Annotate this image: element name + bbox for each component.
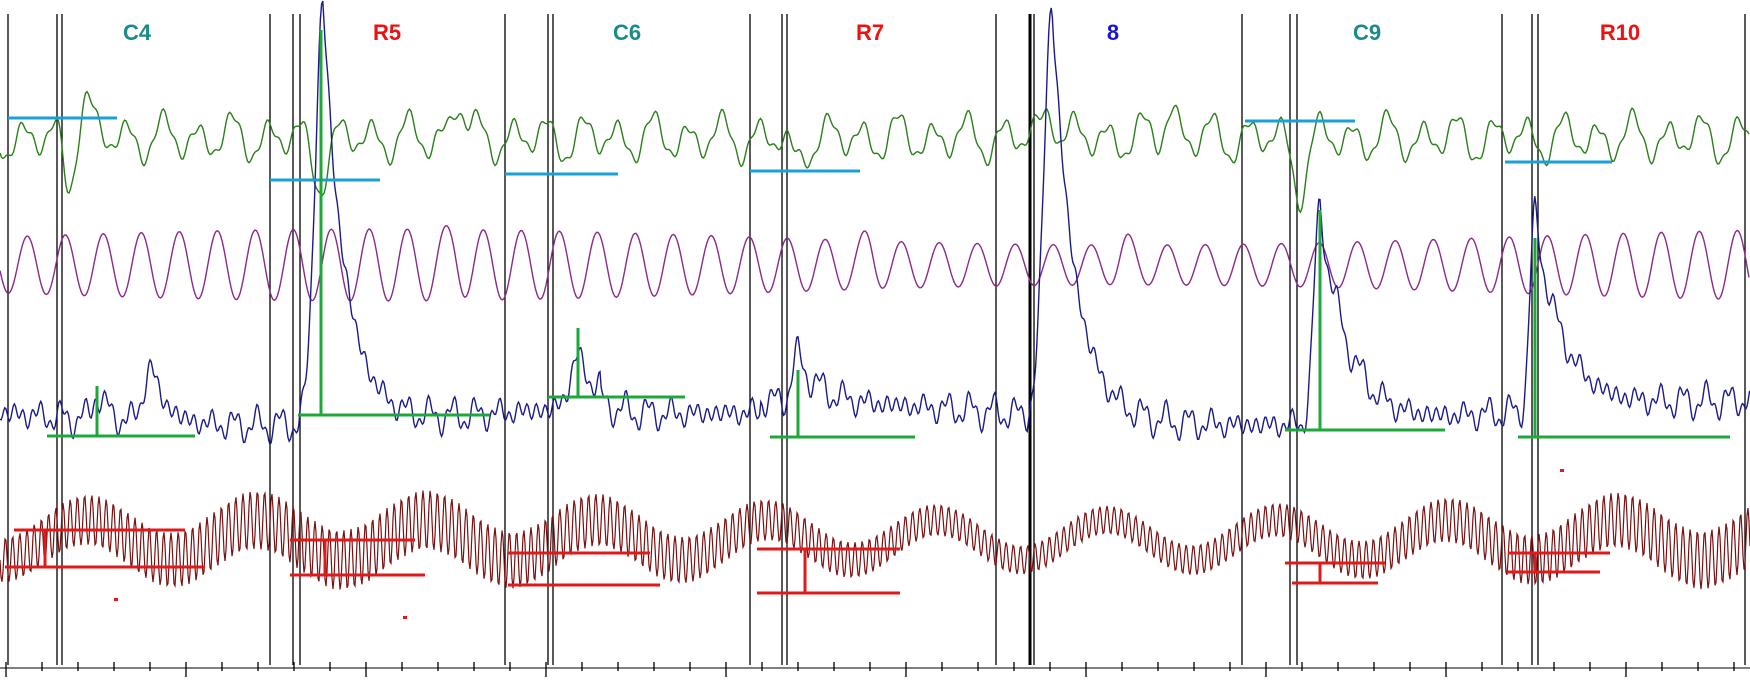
segment-label-8: 8	[1107, 20, 1119, 45]
signal-traces	[0, 0, 1750, 590]
segment-label-c4: C4	[123, 20, 152, 45]
segment-dividers	[7, 14, 1746, 665]
purple-trace	[0, 225, 1750, 302]
segment-label-r10: R10	[1600, 20, 1640, 45]
measurement-markers	[5, 30, 1730, 619]
darkred-trace	[0, 490, 1750, 590]
segment-label-c6: C6	[613, 20, 641, 45]
segment-label-r7: R7	[856, 20, 884, 45]
red-dot-1	[403, 616, 407, 619]
blue-trace	[0, 0, 1750, 447]
green-trace	[0, 90, 1750, 214]
segment-labels: C4 R5 C6 R7 8 C9 R10	[123, 20, 1640, 45]
segment-label-r5: R5	[373, 20, 401, 45]
red-dot-0	[114, 598, 118, 601]
red-dot-2	[1560, 469, 1564, 472]
time-axis-ticks	[0, 662, 1750, 677]
segment-label-c9: C9	[1353, 20, 1381, 45]
